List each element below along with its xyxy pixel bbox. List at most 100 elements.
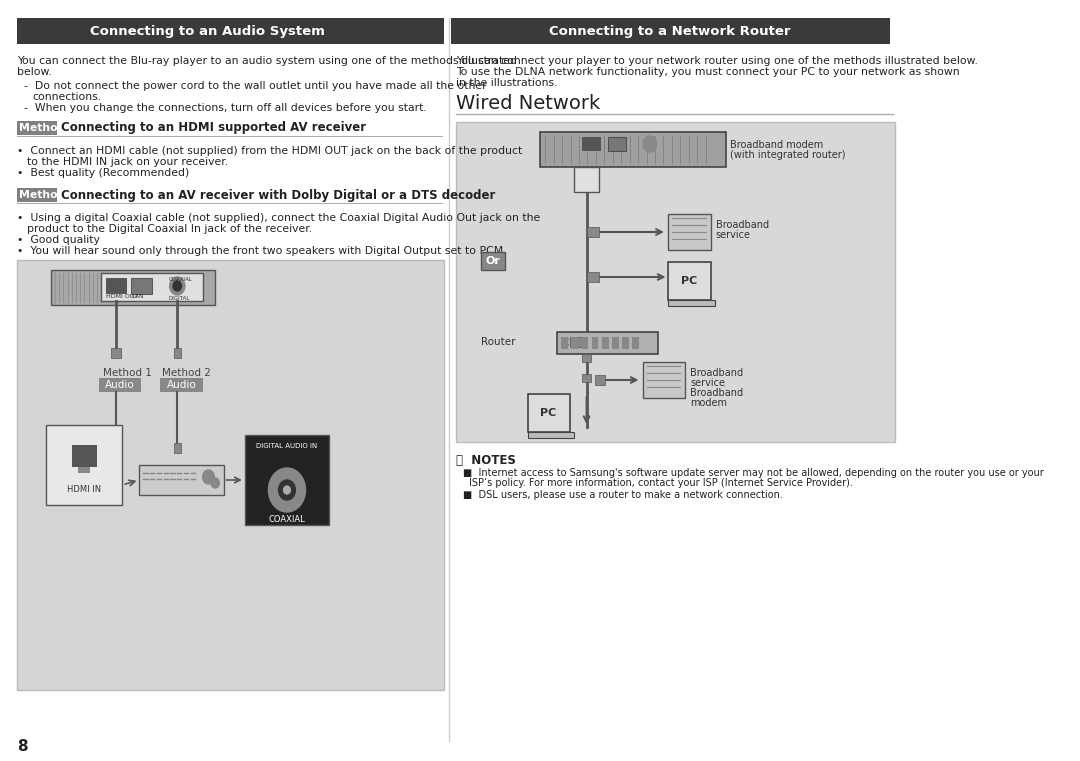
- Bar: [570, 337, 582, 347]
- Bar: [592, 337, 598, 349]
- Text: DIGITAL: DIGITAL: [168, 296, 190, 301]
- Text: Method 1: Method 1: [18, 123, 77, 133]
- Text: •  Good quality: • Good quality: [17, 235, 99, 245]
- Bar: [481, 252, 504, 270]
- Bar: [540, 132, 726, 167]
- Circle shape: [644, 136, 657, 152]
- Text: COAXIAL: COAXIAL: [269, 515, 306, 524]
- Bar: [669, 262, 711, 300]
- Bar: [17, 260, 444, 690]
- Bar: [51, 270, 215, 305]
- Text: Broadband: Broadband: [690, 388, 743, 398]
- Text: Method 1: Method 1: [103, 368, 152, 378]
- Circle shape: [173, 281, 181, 291]
- Text: product to the Digital Coaxial In jack of the receiver.: product to the Digital Coaxial In jack o…: [27, 224, 312, 234]
- Text: COAXIAL: COAXIAL: [168, 277, 192, 282]
- Text: Wired Network: Wired Network: [456, 94, 600, 113]
- Bar: [450, 18, 890, 44]
- Text: ■  DSL users, please use a router to make a network connection.: ■ DSL users, please use a router to make…: [462, 490, 782, 500]
- Bar: [79, 467, 91, 473]
- Bar: [595, 375, 605, 385]
- Bar: [102, 273, 203, 301]
- Bar: [17, 121, 57, 135]
- Text: service: service: [716, 230, 751, 240]
- Bar: [17, 18, 444, 44]
- Text: DIGITAL AUDIO IN: DIGITAL AUDIO IN: [256, 443, 318, 449]
- Bar: [644, 362, 686, 398]
- Text: to the HDMI IN jack on your receiver.: to the HDMI IN jack on your receiver.: [27, 157, 228, 167]
- Bar: [612, 337, 619, 349]
- Bar: [669, 300, 715, 306]
- Text: service: service: [690, 378, 726, 388]
- Text: LAN: LAN: [132, 294, 145, 299]
- Text: •  You will hear sound only through the front two speakers with Digital Output s: • You will hear sound only through the f…: [17, 246, 507, 256]
- Text: HDMI IN: HDMI IN: [67, 485, 102, 494]
- Text: (with integrated router): (with integrated router): [730, 150, 846, 160]
- Text: To use the DLNA network functionality, you must connect your PC to your network : To use the DLNA network functionality, y…: [456, 67, 959, 77]
- Circle shape: [211, 478, 219, 488]
- Bar: [602, 337, 608, 349]
- Text: •  Best quality (Recommended): • Best quality (Recommended): [17, 168, 189, 178]
- Text: Or: Or: [486, 256, 500, 266]
- Text: Audio: Audio: [105, 380, 135, 390]
- Bar: [46, 425, 122, 505]
- Text: Connecting to an AV receiver with Dolby Digital or a DTS decoder: Connecting to an AV receiver with Dolby …: [60, 189, 495, 202]
- Text: Method 2: Method 2: [162, 368, 211, 378]
- Bar: [245, 435, 329, 525]
- Bar: [622, 337, 629, 349]
- Text: Connecting to a Network Router: Connecting to a Network Router: [550, 24, 791, 37]
- Bar: [562, 337, 568, 349]
- Bar: [160, 378, 203, 392]
- Bar: [582, 137, 600, 151]
- Text: Audio: Audio: [166, 380, 197, 390]
- Circle shape: [170, 277, 185, 295]
- Bar: [573, 167, 599, 192]
- Bar: [139, 465, 224, 495]
- Text: -  Do not connect the power cord to the wall outlet until you have made all the : - Do not connect the power cord to the w…: [17, 81, 486, 91]
- Bar: [174, 348, 180, 358]
- Text: Broadband: Broadband: [690, 368, 743, 378]
- Text: 8: 8: [17, 739, 27, 754]
- Text: Router: Router: [481, 337, 515, 347]
- Text: Broadband: Broadband: [716, 220, 769, 230]
- Bar: [106, 278, 126, 294]
- Text: PC: PC: [681, 276, 698, 286]
- Bar: [110, 348, 121, 358]
- Bar: [582, 354, 591, 362]
- Bar: [582, 374, 591, 382]
- Text: You can connect your player to your network router using one of the methods illu: You can connect your player to your netw…: [456, 56, 977, 66]
- Bar: [586, 272, 599, 282]
- Text: Connecting to an Audio System: Connecting to an Audio System: [91, 24, 325, 37]
- Bar: [608, 137, 626, 151]
- Bar: [586, 227, 599, 237]
- Text: Connecting to an HDMI supported AV receiver: Connecting to an HDMI supported AV recei…: [60, 122, 366, 135]
- Bar: [581, 337, 589, 349]
- Bar: [632, 337, 639, 349]
- Circle shape: [284, 486, 291, 494]
- Text: You can connect the Blu-ray player to an audio system using one of the methods i: You can connect the Blu-ray player to an…: [17, 56, 517, 66]
- Text: in the illustrations.: in the illustrations.: [456, 78, 557, 88]
- Circle shape: [279, 480, 296, 500]
- Text: modem: modem: [690, 398, 728, 408]
- Bar: [71, 445, 97, 467]
- Bar: [456, 122, 894, 442]
- Bar: [669, 214, 711, 250]
- Text: ISP’s policy. For more information, contact your ISP (Internet Service Provider): ISP’s policy. For more information, cont…: [470, 478, 853, 488]
- Text: -  When you change the connections, turn off all devices before you start.: - When you change the connections, turn …: [17, 103, 427, 113]
- Text: connections.: connections.: [32, 92, 102, 102]
- Circle shape: [269, 468, 306, 512]
- Bar: [131, 278, 152, 294]
- Text: PC: PC: [540, 408, 557, 418]
- Text: Broadband modem: Broadband modem: [730, 140, 823, 150]
- Text: below.: below.: [17, 67, 52, 77]
- Text: Method 2: Method 2: [18, 190, 77, 200]
- Bar: [557, 332, 659, 354]
- Text: HDMI OUT: HDMI OUT: [106, 294, 138, 299]
- Bar: [527, 394, 570, 432]
- Text: •  Using a digital Coaxial cable (not supplied), connect the Coaxial Digital Aud: • Using a digital Coaxial cable (not sup…: [17, 213, 540, 223]
- Text: •  Connect an HDMI cable (not supplied) from the HDMI OUT jack on the back of th: • Connect an HDMI cable (not supplied) f…: [17, 146, 522, 156]
- Text: 📝  NOTES: 📝 NOTES: [456, 454, 515, 467]
- Text: ■  Internet access to Samsung's software update server may not be allowed, depen: ■ Internet access to Samsung's software …: [462, 468, 1043, 478]
- Circle shape: [203, 470, 215, 484]
- Bar: [17, 188, 57, 202]
